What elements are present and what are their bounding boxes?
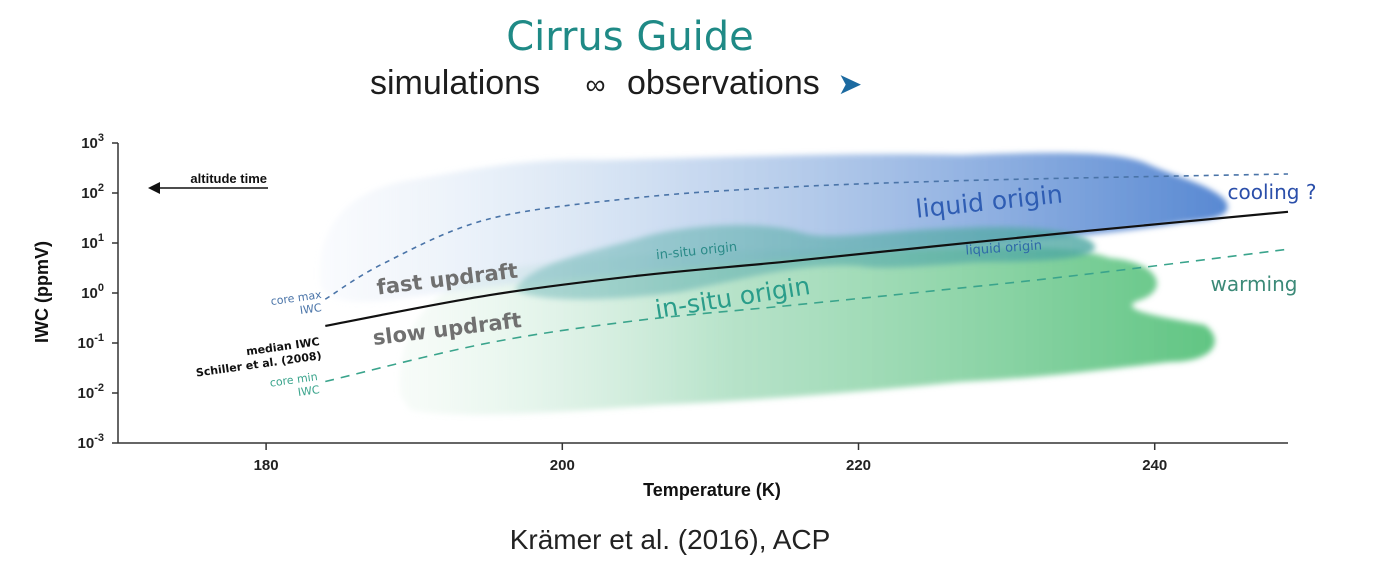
subtitle-observations: observations [626,64,820,102]
liquid-origin-small-label: liquid origin [965,238,1043,258]
x-tick-label: 220 [846,457,871,474]
core-max-label-2: IWC [299,301,323,317]
core-min-label-2: IWC [297,383,321,399]
altitude-time-label: altitude time [190,171,267,186]
warming-label: warming [1211,272,1298,296]
x-tick-label: 180 [254,457,279,474]
y-tick-label: 101 [81,232,104,252]
x-ticks: 180 200 220 240 [254,443,1167,474]
y-axis-label: IWC (ppmV) [32,241,52,343]
y-tick-label: 102 [81,182,104,202]
cooling-label: cooling ? [1228,180,1317,204]
y-ticks: 103 102 101 100 10-1 10-2 10-3 [78,132,118,452]
y-tick-label: 10-1 [78,332,104,352]
chart-title: Cirrus Guide [506,14,754,60]
citation: Krämer et al. (2016), ACP [509,524,831,555]
y-tick-label: 103 [81,132,104,152]
x-tick-label: 200 [550,457,575,474]
altitude-time-annotation: altitude time [148,171,268,194]
y-tick-label: 100 [81,282,104,302]
core-max-iwc-line [324,173,1289,300]
y-tick-label: 10-2 [78,382,104,402]
y-tick-label: 10-3 [78,432,104,452]
x-tick-label: 240 [1142,457,1167,474]
chart-subtitle: simulations ∞ observations ➤ [370,64,862,103]
arrow-right-icon: ➤ [837,68,863,101]
core-min-iwc-line [325,248,1289,383]
subtitle-simulations: simulations [370,64,541,102]
median-iwc-line [325,210,1289,327]
arrow-left-icon [148,182,160,194]
x-axis-label: Temperature (K) [643,480,781,500]
